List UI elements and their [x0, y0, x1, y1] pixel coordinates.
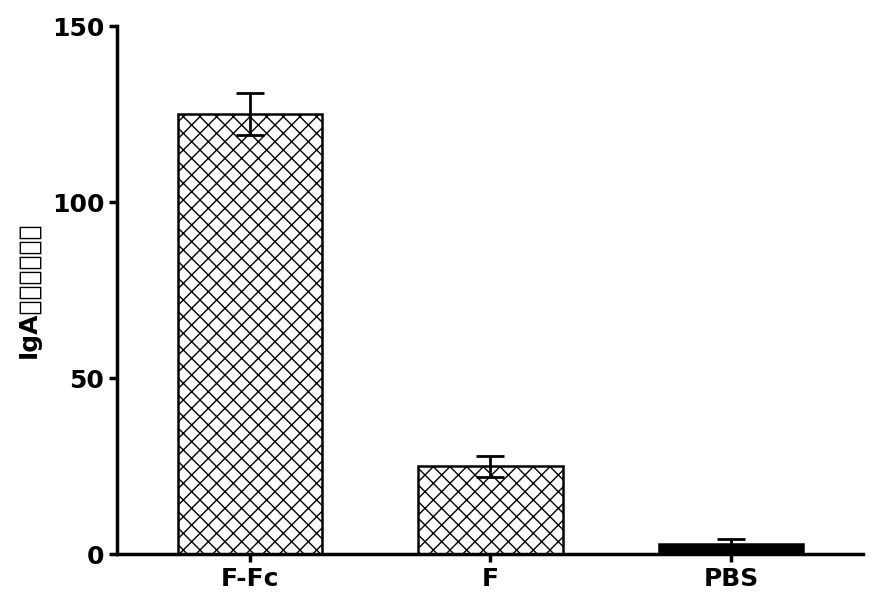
Bar: [659, 544, 803, 554]
Bar: [418, 466, 562, 554]
Y-axis label: IgA滴度（唇液）: IgA滴度（唇液）: [17, 222, 40, 358]
Bar: [178, 114, 322, 554]
